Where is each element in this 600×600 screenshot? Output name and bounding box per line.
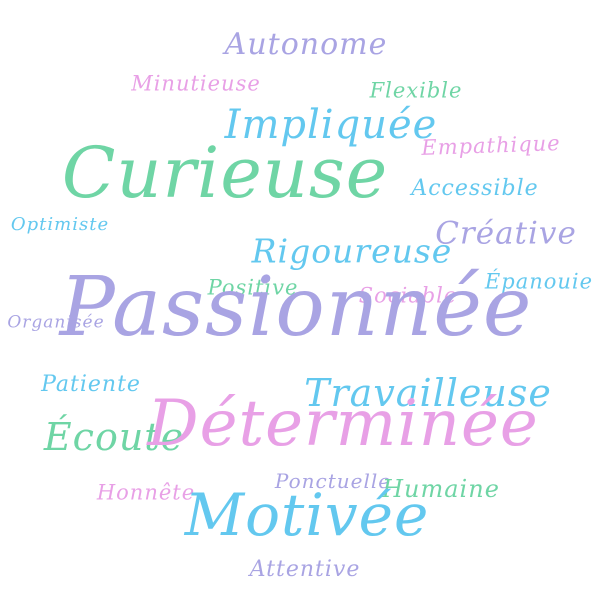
word-impliquee: Impliquée	[224, 102, 438, 148]
word-attentive: Attentive	[249, 557, 361, 582]
word-flexible: Flexible	[369, 78, 463, 103]
word-organisee: Organisée	[7, 312, 105, 333]
word-epanouie: Épanouie	[484, 269, 594, 294]
word-accessible: Accessible	[411, 176, 539, 201]
word-passionnee: Passionnée	[59, 260, 533, 355]
word-travailleuse: Travailleuse	[304, 371, 552, 415]
word-creative: Créative	[435, 215, 577, 252]
word-optimiste: Optimiste	[10, 214, 110, 235]
word-patiente: Patiente	[41, 372, 141, 397]
word-ponctuelle: Ponctuelle	[274, 469, 392, 493]
word-rigoureuse: Rigoureuse	[251, 231, 453, 271]
word-honnete: Honnête	[96, 480, 196, 505]
word-empathique: Empathique	[420, 131, 561, 160]
word-minutieuse: Minutieuse	[131, 71, 261, 96]
word-positive: Positive	[207, 275, 299, 300]
word-autonome: Autonome	[224, 27, 388, 62]
word-motivee: Motivée	[184, 481, 430, 549]
word-ecoute: Écoute	[43, 415, 185, 459]
word-determinee: Déterminée	[147, 387, 539, 461]
word-sociable: Sociable	[358, 283, 458, 308]
word-curieuse: Curieuse	[61, 132, 389, 214]
word-humaine: Humaine	[382, 475, 500, 503]
